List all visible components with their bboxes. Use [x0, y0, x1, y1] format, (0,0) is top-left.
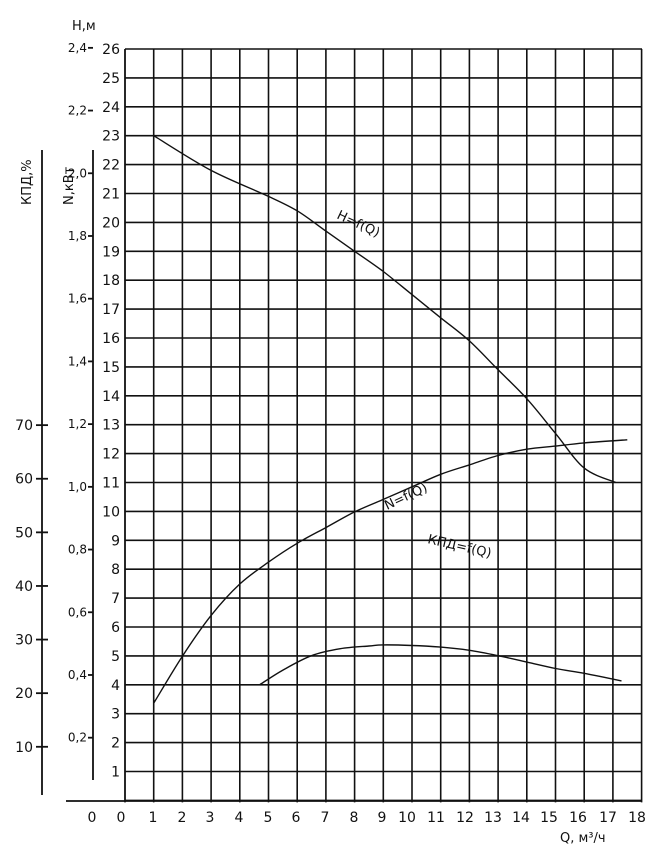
- h-tick-label: 21: [102, 187, 120, 203]
- x-tick-label: 17: [599, 810, 617, 826]
- h-tick-label: 12: [102, 447, 120, 463]
- h-tick-label: 2: [111, 736, 120, 752]
- h-tick-label: 16: [102, 331, 120, 347]
- h-tick-label: 1: [111, 765, 120, 781]
- kpd-tick-label: 20: [15, 686, 33, 702]
- n-tick-label: 1,6: [68, 292, 87, 306]
- h-tick-label: 20: [102, 215, 120, 231]
- h-tick-label: 11: [102, 476, 120, 492]
- kpd-axis-label: КПД,%: [20, 159, 35, 205]
- annotation-kpd: КПД=f(Q): [426, 532, 493, 561]
- n-tick-label: 1,8: [68, 229, 87, 243]
- n-tick-label: 2,4: [68, 41, 87, 55]
- x-tick-label: 18: [628, 810, 646, 826]
- annotation-h: Н=f(Q): [334, 208, 382, 241]
- h-axis-label: Н,м: [72, 19, 96, 34]
- h-tick-label: 13: [102, 418, 120, 434]
- kpd-curve: [259, 644, 622, 686]
- x-tick-label: 5: [264, 810, 273, 826]
- kpd-tick-label: 60: [15, 472, 33, 488]
- h-tick-label: 15: [102, 360, 120, 376]
- n-tick-label: 2,2: [68, 104, 87, 118]
- kpd-tick-label: 40: [15, 579, 33, 595]
- h-tick-label: 19: [102, 244, 120, 260]
- n-tick-label: 2,0: [68, 166, 87, 180]
- n-curve: [153, 439, 628, 704]
- x-tick-label: 13: [484, 810, 502, 826]
- h-tick-label: 18: [102, 273, 120, 289]
- n-tick-label: 1,4: [68, 354, 87, 368]
- h-tick-label: 3: [111, 707, 120, 723]
- x-tick-label: 0: [88, 810, 97, 826]
- grid: [124, 48, 643, 803]
- kpd-tick-label: 50: [15, 525, 33, 541]
- x-tick-label: 8: [350, 810, 359, 826]
- h-tick-label: 9: [111, 533, 120, 549]
- x-tick-label: 12: [456, 810, 474, 826]
- kpd-tick-label: 70: [15, 418, 33, 434]
- h-tick-label: 6: [111, 620, 120, 636]
- x-tick-label: 16: [569, 810, 587, 826]
- tick-labels: 0 0 1 2 3 4 5 6 7 8 9 10 11 12 13 14 15 16 17 1812345678910…: [15, 41, 646, 826]
- kpd-tick-label: 10: [15, 740, 33, 756]
- curves: [153, 135, 628, 704]
- n-tick-label: 0,6: [68, 605, 87, 619]
- x-tick-label: 6: [292, 810, 301, 826]
- h-tick-label: 17: [102, 302, 120, 318]
- h-tick-label: 5: [111, 649, 120, 665]
- q-axis-label: Q, м³/ч: [560, 831, 606, 846]
- h-tick-label: 26: [102, 42, 120, 58]
- x-tick-label: 0: [117, 810, 126, 826]
- x-tick-label: 15: [540, 810, 558, 826]
- x-tick-label: 4: [235, 810, 244, 826]
- x-tick-label: 7: [321, 810, 330, 826]
- axes: [41, 150, 642, 802]
- kpd-tick-label: 30: [15, 633, 33, 649]
- axis-labels: Н,м N,кВт КПД,% Q, м³/ч: [20, 19, 606, 846]
- x-tick-label: 11: [427, 810, 445, 826]
- n-axis-label: N,кВт: [62, 166, 77, 205]
- x-tick-label: 14: [512, 810, 530, 826]
- h-tick-label: 8: [111, 562, 120, 578]
- n-tick-label: 0,2: [68, 731, 87, 745]
- h-tick-label: 10: [102, 504, 120, 520]
- h-tick-label: 14: [102, 389, 120, 405]
- x-tick-label: 10: [398, 810, 416, 826]
- x-tick-label: 2: [178, 810, 187, 826]
- h-tick-label: 7: [111, 591, 120, 607]
- annotation-n: N=f(Q): [382, 481, 430, 514]
- h-tick-label: 22: [102, 158, 120, 174]
- x-tick-label: 3: [206, 810, 215, 826]
- h-tick-label: 23: [102, 129, 120, 145]
- h-tick-label: 4: [111, 678, 120, 694]
- n-tick-label: 0,4: [68, 668, 87, 682]
- h-curve: [153, 135, 617, 484]
- x-tick-label: 1: [149, 810, 158, 826]
- x-tick-label: 9: [378, 810, 387, 826]
- n-tick-label: 1,0: [68, 480, 87, 494]
- h-tick-label: 24: [102, 100, 120, 116]
- n-tick-label: 1,2: [68, 417, 87, 431]
- n-tick-label: 0,8: [68, 543, 87, 557]
- h-tick-label: 25: [102, 71, 120, 87]
